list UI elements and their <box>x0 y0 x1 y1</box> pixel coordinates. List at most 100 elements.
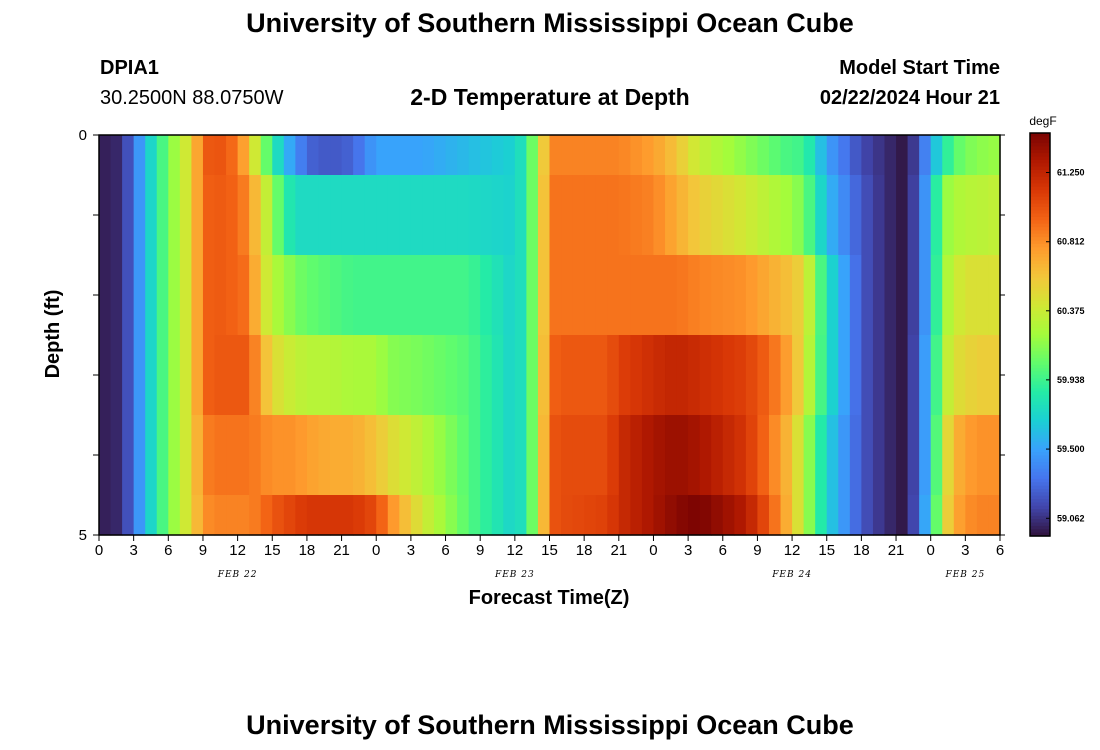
heatmap-cell <box>618 495 631 536</box>
heatmap-cell <box>399 415 412 496</box>
heatmap-cell <box>330 335 343 416</box>
heatmap-cell <box>826 495 839 536</box>
colorbar-segment <box>1030 233 1050 238</box>
heatmap-cell <box>549 175 562 256</box>
heatmap-cell <box>480 415 493 496</box>
heatmap-cell <box>745 255 759 336</box>
heatmap-cell <box>99 175 112 256</box>
heatmap-cell <box>214 495 227 536</box>
heatmap-cell <box>896 135 909 176</box>
heatmap-cell <box>133 415 146 496</box>
heatmap-cell <box>792 415 805 496</box>
heatmap-cell <box>607 495 620 536</box>
heatmap-cell <box>561 415 574 496</box>
heatmap-cell <box>595 255 608 336</box>
heatmap-cell <box>410 335 424 416</box>
heatmap-cell <box>930 135 943 176</box>
colorbar-segment <box>1030 263 1050 268</box>
heatmap-cell <box>110 335 123 416</box>
heatmap-cell <box>711 175 724 256</box>
heatmap-cell <box>457 135 470 176</box>
heatmap-cell <box>815 175 828 256</box>
x-tick-label: 21 <box>888 542 905 559</box>
x-tick-label: 21 <box>610 542 627 559</box>
heatmap-cell <box>965 415 978 496</box>
heatmap-cell <box>653 495 666 536</box>
colorbar-tick-label: 60.812 <box>1057 237 1085 247</box>
colorbar-segment <box>1030 331 1050 336</box>
heatmap-cell <box>457 335 470 416</box>
heatmap-cell <box>826 255 839 336</box>
heatmap-cell <box>780 415 793 496</box>
colorbar-segment <box>1030 448 1050 453</box>
heatmap-cell <box>491 135 504 176</box>
colorbar-segment <box>1030 465 1050 470</box>
heatmap-cell <box>422 255 435 336</box>
heatmap-cell <box>445 175 458 256</box>
heatmap-cell <box>699 135 712 176</box>
heatmap-cell <box>468 255 481 336</box>
heatmap-cell <box>260 135 273 176</box>
heatmap-cell <box>861 255 874 336</box>
heatmap-cell <box>122 495 135 536</box>
heatmap-cell <box>145 495 158 536</box>
heatmap-cell <box>376 255 389 336</box>
x-axis-title: Forecast Time(Z) <box>469 587 630 609</box>
heatmap-cell <box>99 135 112 176</box>
colorbar-segment <box>1030 186 1050 191</box>
x-tick-label: 3 <box>684 542 692 559</box>
heatmap-cell <box>676 335 689 416</box>
colorbar-segment <box>1030 455 1050 460</box>
colorbar-segment <box>1030 159 1050 164</box>
heatmap-cell <box>133 175 146 256</box>
heatmap-cell <box>214 335 227 416</box>
colorbar-segment <box>1030 327 1050 332</box>
x-tick-label: 15 <box>541 542 558 559</box>
colorbar-segment <box>1030 213 1050 218</box>
heatmap-cell <box>433 135 447 176</box>
heatmap-cell <box>237 335 250 416</box>
x-tick-label: 0 <box>372 542 380 559</box>
heatmap-cell <box>457 255 470 336</box>
colorbar-segment <box>1030 156 1050 161</box>
heatmap-cell <box>526 495 539 536</box>
colorbar-segment <box>1030 428 1050 433</box>
colorbar-segment <box>1030 519 1050 524</box>
colorbar-segment <box>1030 472 1050 477</box>
heatmap-cell <box>722 135 735 176</box>
x-tick-label: 9 <box>199 542 207 559</box>
heatmap-cell <box>295 495 308 536</box>
heatmap-cell <box>537 175 551 256</box>
heatmap-cell <box>445 255 458 336</box>
colorbar-segment <box>1030 146 1050 151</box>
heatmap-cell <box>711 335 724 416</box>
colorbar-segment <box>1030 358 1050 362</box>
heatmap-cell <box>330 255 343 336</box>
heatmap-cell <box>226 255 239 336</box>
heatmap-cell <box>572 495 585 536</box>
x-tick-label: 9 <box>753 542 761 559</box>
colorbar-segment <box>1030 290 1050 295</box>
heatmap-cell <box>226 135 239 176</box>
heatmap-cell <box>145 415 158 496</box>
colorbar-segment <box>1030 462 1050 467</box>
heatmap-cell <box>930 175 943 256</box>
heatmap-cell <box>768 135 782 176</box>
heatmap-cell <box>145 175 158 256</box>
colorbar-segment <box>1030 133 1050 137</box>
heatmap-cell <box>422 335 435 416</box>
heatmap-cell <box>226 335 239 416</box>
heatmap-cell <box>665 415 678 496</box>
heatmap-cell <box>838 415 851 496</box>
heatmap-cell <box>884 415 897 496</box>
heatmap-cell <box>330 415 343 496</box>
colorbar-segment <box>1030 452 1050 456</box>
station-coordinates: 30.2500N 88.0750W <box>100 87 284 109</box>
colorbar-segment <box>1030 495 1050 500</box>
colorbar-segment <box>1030 374 1050 379</box>
colorbar-segment <box>1030 200 1050 205</box>
colorbar-segment <box>1030 206 1050 211</box>
heatmap-cell <box>872 415 886 496</box>
heatmap-cell <box>722 255 735 336</box>
